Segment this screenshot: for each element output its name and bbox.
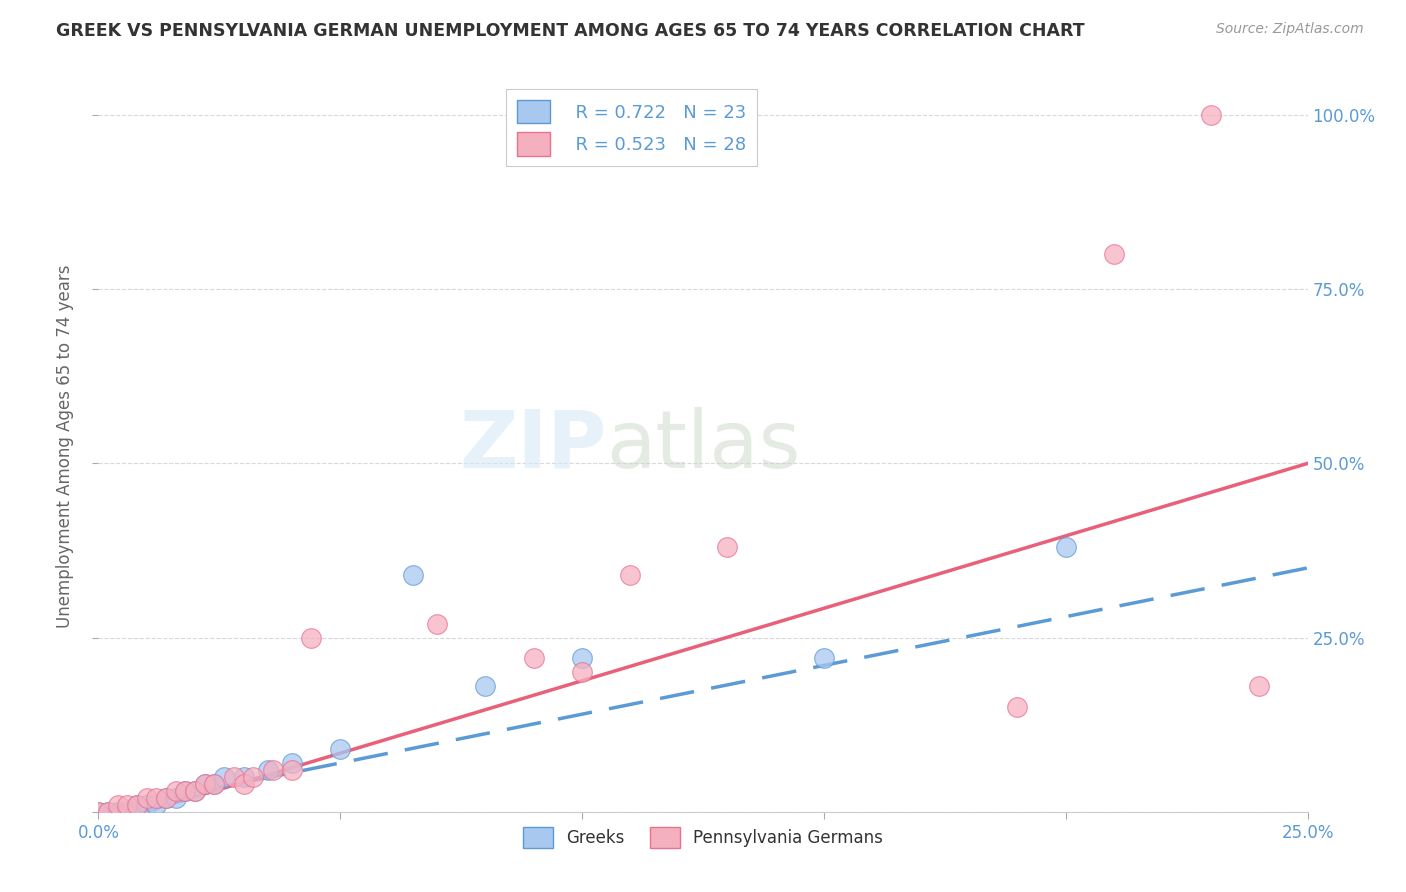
Point — [329, 742, 352, 756]
Point — [1199, 108, 1222, 122]
Point — [232, 770, 254, 784]
Point — [212, 770, 235, 784]
Point — [155, 790, 177, 805]
Legend: Greeks, Pennsylvania Germans: Greeks, Pennsylvania Germans — [516, 820, 890, 855]
Point — [145, 797, 167, 812]
Point — [402, 567, 425, 582]
Point — [145, 790, 167, 805]
Point — [127, 797, 149, 812]
Point — [281, 763, 304, 777]
Point — [165, 790, 187, 805]
Point — [97, 805, 120, 819]
Point — [204, 777, 226, 791]
Point — [135, 797, 157, 812]
Point — [1007, 700, 1029, 714]
Point — [165, 784, 187, 798]
Point — [174, 784, 197, 798]
Point — [256, 763, 278, 777]
Point — [107, 805, 129, 819]
Point — [117, 797, 139, 812]
Point — [813, 651, 835, 665]
Point — [281, 756, 304, 770]
Point — [523, 651, 546, 665]
Point — [716, 540, 738, 554]
Text: ZIP: ZIP — [458, 407, 606, 485]
Text: Source: ZipAtlas.com: Source: ZipAtlas.com — [1216, 22, 1364, 37]
Point — [1249, 679, 1271, 693]
Point — [204, 777, 226, 791]
Point — [184, 784, 207, 798]
Point — [232, 777, 254, 791]
Point — [619, 567, 641, 582]
Point — [127, 797, 149, 812]
Point — [474, 679, 496, 693]
Point — [155, 790, 177, 805]
Point — [87, 805, 110, 819]
Point — [194, 777, 217, 791]
Point — [222, 770, 245, 784]
Point — [571, 651, 593, 665]
Point — [107, 797, 129, 812]
Point — [299, 631, 322, 645]
Point — [135, 790, 157, 805]
Text: atlas: atlas — [606, 407, 800, 485]
Point — [1054, 540, 1077, 554]
Point — [117, 805, 139, 819]
Y-axis label: Unemployment Among Ages 65 to 74 years: Unemployment Among Ages 65 to 74 years — [56, 264, 75, 628]
Point — [262, 763, 284, 777]
Point — [174, 784, 197, 798]
Point — [426, 616, 449, 631]
Point — [97, 805, 120, 819]
Text: GREEK VS PENNSYLVANIA GERMAN UNEMPLOYMENT AMONG AGES 65 TO 74 YEARS CORRELATION : GREEK VS PENNSYLVANIA GERMAN UNEMPLOYMEN… — [56, 22, 1085, 40]
Point — [194, 777, 217, 791]
Point — [242, 770, 264, 784]
Point — [571, 665, 593, 680]
Point — [87, 805, 110, 819]
Point — [1102, 247, 1125, 261]
Point — [184, 784, 207, 798]
